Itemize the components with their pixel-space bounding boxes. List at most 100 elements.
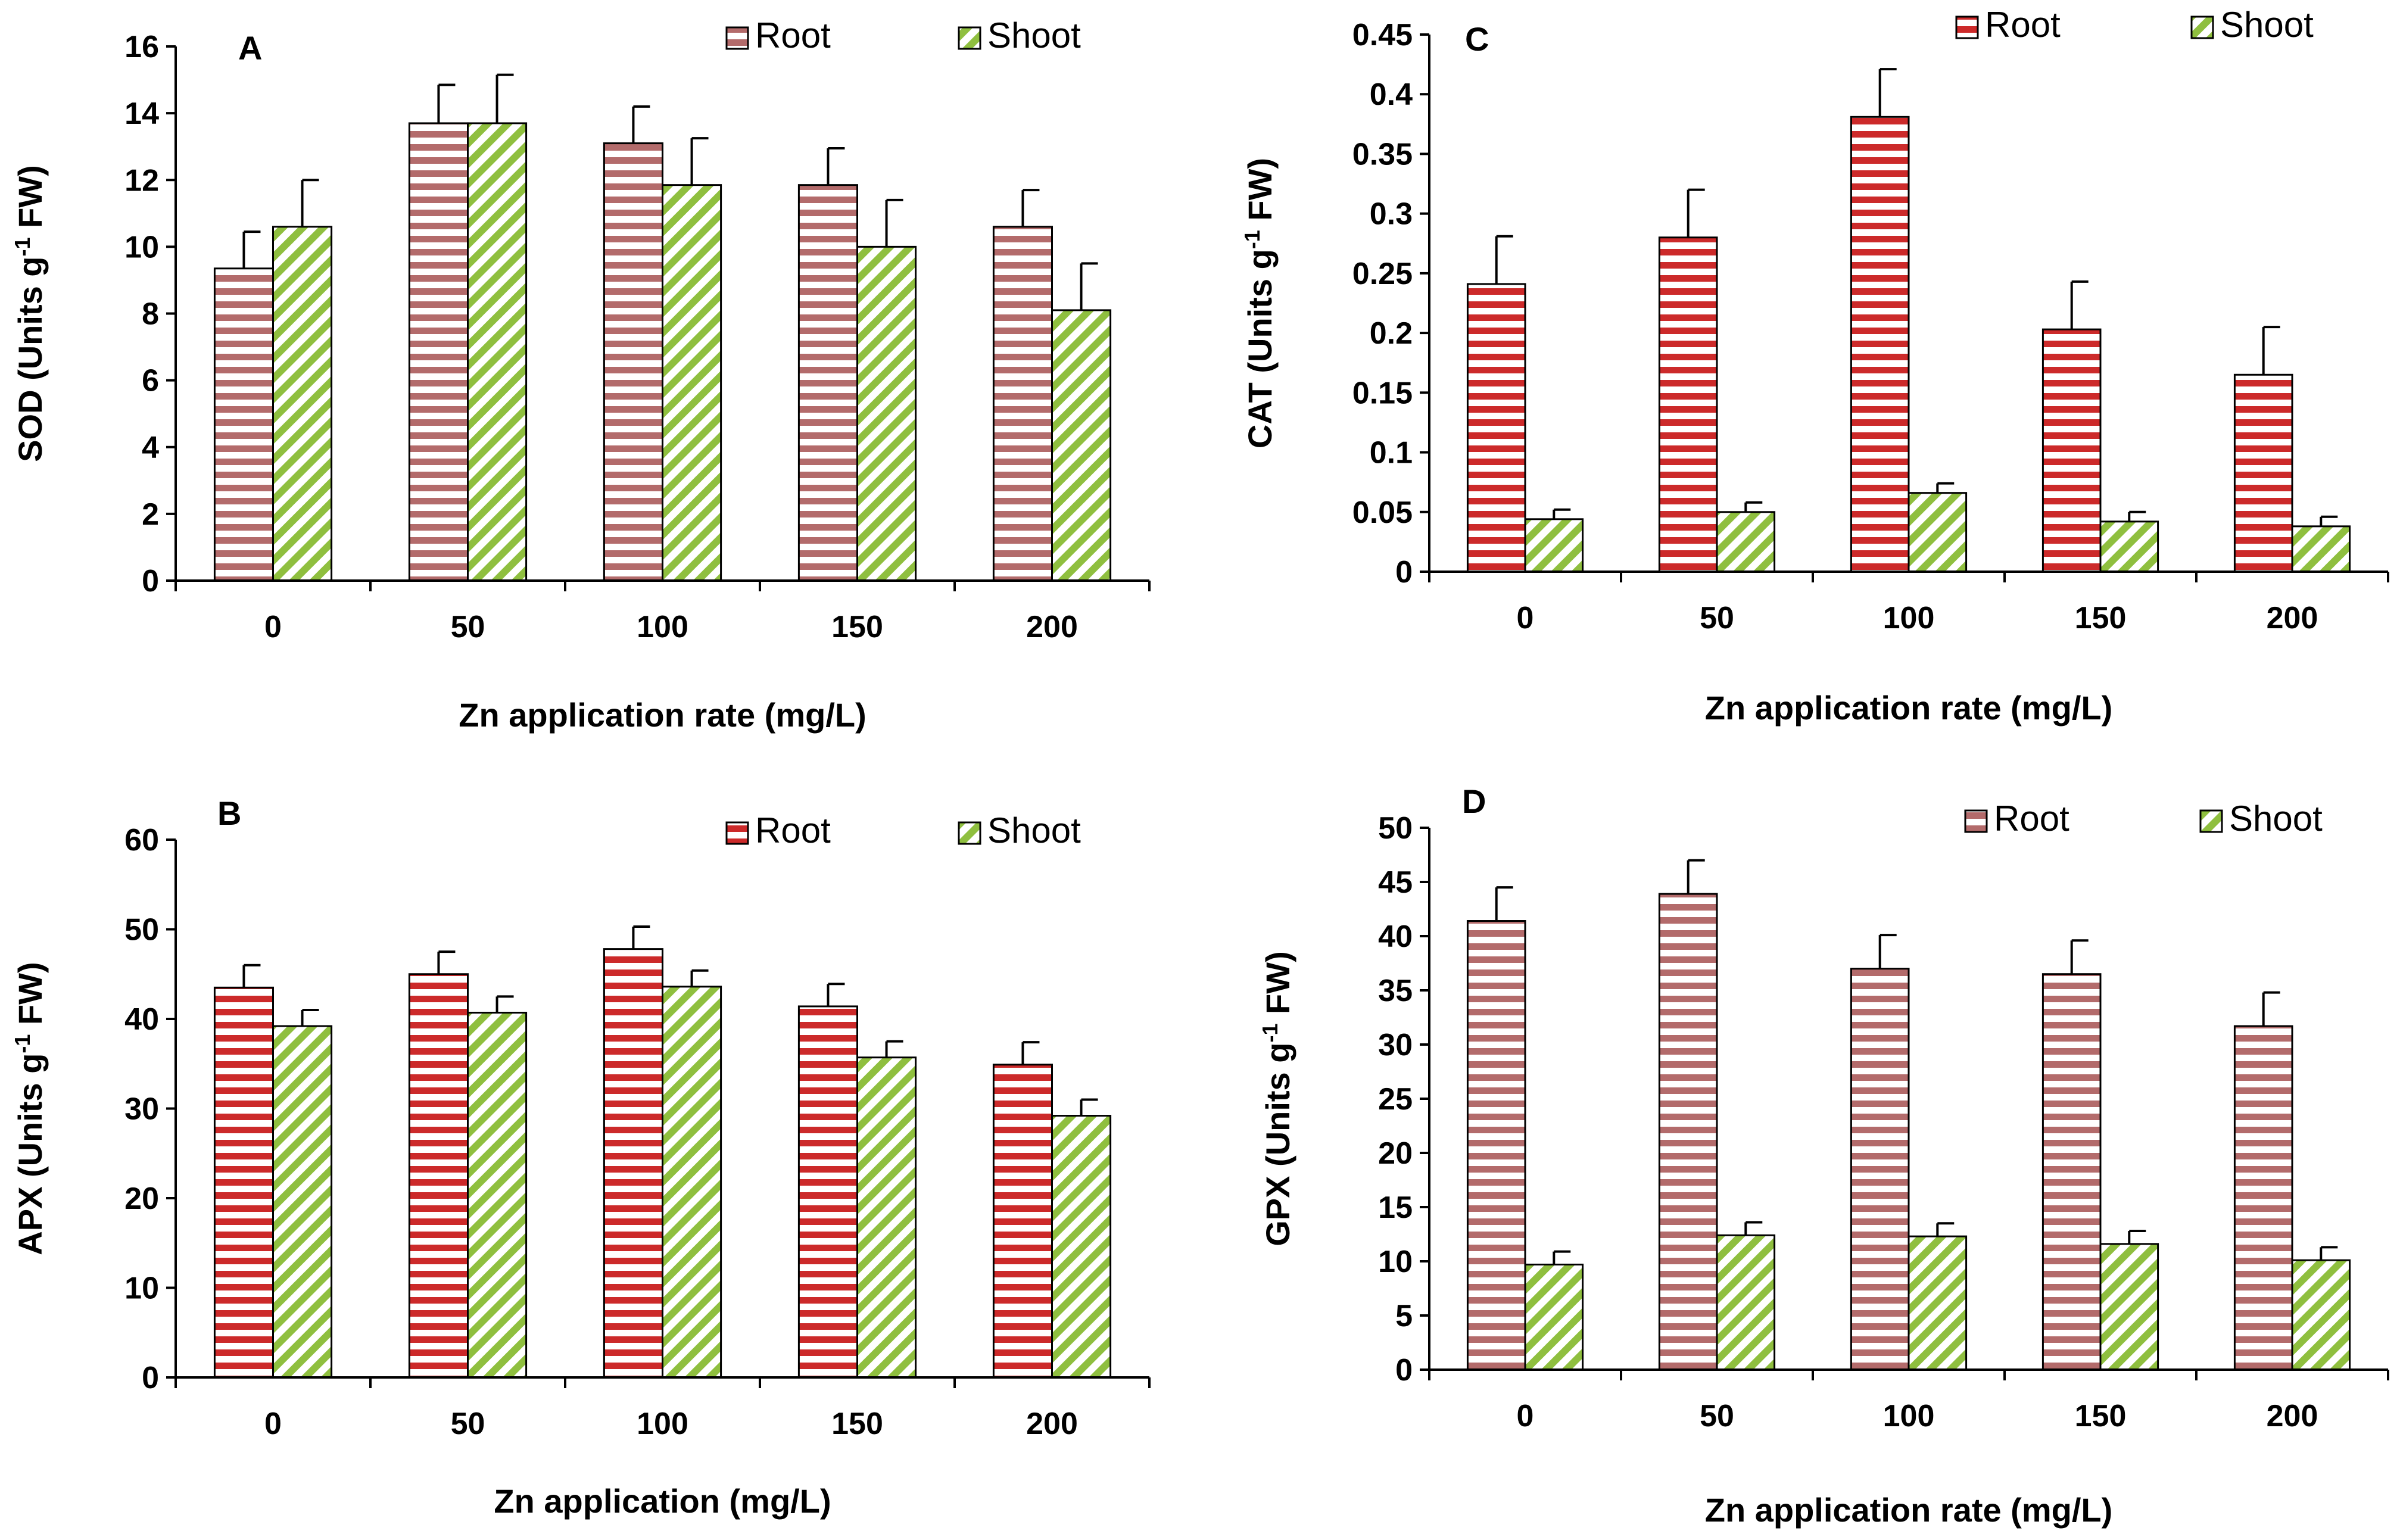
ytick-label-c-7: 0.35 xyxy=(1352,137,1413,172)
ytick-label-d-2: 10 xyxy=(1378,1245,1413,1279)
xtick-label-b-50: 50 xyxy=(451,1407,485,1441)
xtick-label-d-200: 200 xyxy=(2267,1399,2318,1433)
ytick-label-c-1: 0.05 xyxy=(1352,495,1413,530)
ytick-label-a-5: 10 xyxy=(124,230,159,264)
xtick-label-d-0: 0 xyxy=(1517,1399,1534,1433)
xtick-label-c-200: 200 xyxy=(2267,601,2318,635)
ytick-label-a-8: 16 xyxy=(124,30,159,64)
y-axis-title-b: APX (Units g-1 FW) xyxy=(10,962,49,1255)
bar-d-root-200 xyxy=(2233,1025,2293,1371)
ytick-label-a-7: 14 xyxy=(124,96,159,131)
ytick-label-a-2: 4 xyxy=(142,431,159,465)
ytick-label-d-9: 45 xyxy=(1378,865,1413,900)
bar-a-shoot-50 xyxy=(467,122,528,582)
bar-a-root-150 xyxy=(797,184,859,582)
ytick-label-a-0: 0 xyxy=(142,564,159,598)
ytick-label-d-1: 5 xyxy=(1395,1299,1413,1333)
bar-a-root-200 xyxy=(992,226,1053,582)
bar-b-shoot-150 xyxy=(856,1056,917,1379)
xtick-label-d-50: 50 xyxy=(1700,1399,1734,1433)
legend-label-b-root: Root xyxy=(755,810,831,850)
xtick-label-b-0: 0 xyxy=(264,1407,282,1441)
y-axis-title-c: CAT (Units g-1 FW) xyxy=(1240,158,1279,448)
bar-a-root-50 xyxy=(408,122,469,582)
bar-a-root-0 xyxy=(213,267,274,582)
legend-label-c-root: Root xyxy=(1985,5,2061,45)
legend-label-b-shoot: Shoot xyxy=(987,810,1081,850)
bar-c-shoot-150 xyxy=(2099,520,2159,573)
legend-swatch-d-shoot xyxy=(2199,809,2223,833)
bar-c-root-0 xyxy=(1466,283,1526,573)
legend-label-a-shoot: Shoot xyxy=(987,15,1081,55)
ytick-label-d-7: 35 xyxy=(1378,974,1413,1008)
legend-swatch-b-shoot xyxy=(958,821,981,845)
legend-swatch-a-shoot xyxy=(958,26,981,50)
ytick-label-a-6: 12 xyxy=(124,163,159,198)
panel-label-a: A xyxy=(238,29,262,67)
panel-d: 0 5 10 15 20 25 30 35 40 45 50 0 50 100 150 200 Zn appli… xyxy=(1258,783,2389,1529)
panel-label-b: B xyxy=(217,794,241,832)
bar-a-root-100 xyxy=(603,142,664,582)
xtick-label-b-100: 100 xyxy=(637,1407,688,1441)
ytick-label-c-2: 0.1 xyxy=(1370,436,1413,470)
bar-c-shoot-100 xyxy=(1907,492,1968,573)
xtick-label-a-50: 50 xyxy=(451,610,485,644)
ytick-label-a-1: 2 xyxy=(142,497,159,532)
legend-swatch-d-root xyxy=(1964,809,1988,833)
ytick-label-c-6: 0.3 xyxy=(1370,197,1413,232)
panel-label-d: D xyxy=(1462,783,1486,820)
bar-a-shoot-0 xyxy=(272,226,333,582)
panel-c: 0 0.05 0.1 0.15 0.2 0.25 0.3 0.35 0.4 0.45 0 50 100 1… xyxy=(1240,5,2389,727)
ytick-label-c-5: 0.25 xyxy=(1352,257,1413,291)
ytick-label-d-6: 30 xyxy=(1378,1028,1413,1062)
legend-swatch-c-root xyxy=(1955,15,1979,39)
ytick-label-b-6: 60 xyxy=(124,823,159,858)
ytick-label-a-4: 8 xyxy=(142,297,159,332)
x-axis-title-d: Zn application rate (mg/L) xyxy=(1705,1491,2112,1529)
xtick-label-b-150: 150 xyxy=(831,1407,883,1441)
panel-label-c: C xyxy=(1465,20,1489,58)
bar-d-shoot-200 xyxy=(2291,1259,2351,1371)
bar-b-shoot-50 xyxy=(467,1011,528,1379)
bar-c-shoot-50 xyxy=(1716,511,1776,573)
bar-a-shoot-100 xyxy=(662,184,722,582)
ytick-label-d-10: 50 xyxy=(1378,811,1413,846)
ytick-label-b-2: 20 xyxy=(124,1182,159,1216)
legend-label-a-root: Root xyxy=(755,15,831,55)
xtick-label-a-100: 100 xyxy=(637,610,688,644)
xtick-label-c-0: 0 xyxy=(1517,601,1534,635)
bar-b-shoot-0 xyxy=(272,1025,333,1379)
xtick-label-a-200: 200 xyxy=(1026,610,1078,644)
legend-swatch-a-root xyxy=(725,26,749,50)
ytick-label-b-4: 40 xyxy=(124,1002,159,1037)
bar-a-shoot-200 xyxy=(1051,309,1112,582)
bar-d-root-100 xyxy=(1850,968,1910,1371)
bar-d-root-150 xyxy=(2041,973,2102,1371)
ytick-label-b-0: 0 xyxy=(142,1361,159,1395)
bar-b-root-150 xyxy=(797,1005,859,1379)
ytick-label-b-3: 30 xyxy=(124,1092,159,1127)
bar-c-shoot-0 xyxy=(1524,518,1584,573)
ytick-label-c-8: 0.4 xyxy=(1370,77,1413,112)
y-axis-title-a: SOD (Units g-1 FW) xyxy=(10,165,49,462)
ytick-label-d-3: 15 xyxy=(1378,1190,1413,1225)
ytick-label-b-1: 10 xyxy=(124,1271,159,1306)
x-axis-title-b: Zn application (mg/L) xyxy=(494,1482,831,1520)
bar-b-root-200 xyxy=(992,1064,1053,1379)
bar-d-root-0 xyxy=(1466,920,1526,1371)
xtick-label-d-150: 150 xyxy=(2075,1399,2127,1433)
panel-a: 0 2 4 6 8 10 12 14 16 0 50 100 150 200 Zn application … xyxy=(10,15,1151,734)
xtick-label-c-50: 50 xyxy=(1700,601,1734,635)
xtick-label-c-150: 150 xyxy=(2075,601,2127,635)
bar-c-root-100 xyxy=(1850,116,1910,573)
x-axis-title-a: Zn application rate (mg/L) xyxy=(459,696,866,734)
bar-b-shoot-100 xyxy=(662,986,722,1379)
bar-b-shoot-200 xyxy=(1051,1115,1112,1379)
ytick-label-d-0: 0 xyxy=(1395,1353,1413,1388)
bar-c-shoot-200 xyxy=(2291,525,2351,573)
xtick-label-b-200: 200 xyxy=(1026,1407,1078,1441)
ytick-label-b-5: 50 xyxy=(124,913,159,947)
legend-label-c-shoot: Shoot xyxy=(2220,5,2314,45)
legend-label-d-root: Root xyxy=(1994,799,2069,838)
